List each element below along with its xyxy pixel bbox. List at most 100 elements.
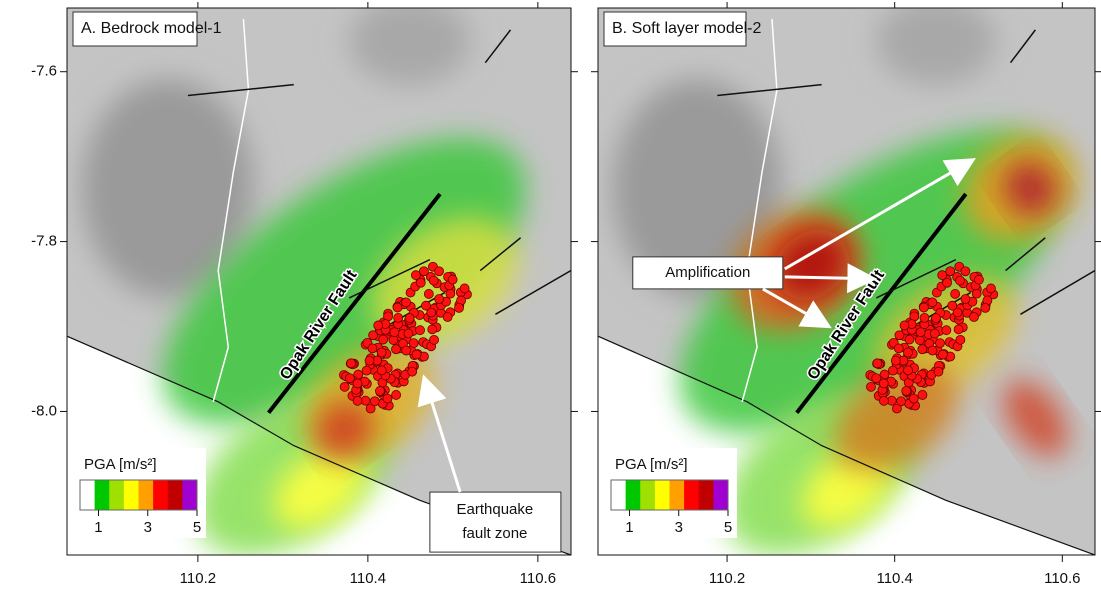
earthquake xyxy=(377,366,386,375)
earthquake xyxy=(394,313,403,322)
earthquake xyxy=(931,314,940,323)
earthquake xyxy=(946,267,955,276)
legend-title: PGA [m/s²] xyxy=(615,456,688,473)
earthquake xyxy=(340,382,349,391)
earthquake xyxy=(448,275,457,284)
earthquake xyxy=(956,276,965,285)
earthquake xyxy=(430,335,439,344)
earthquake xyxy=(375,386,384,395)
color-swatch xyxy=(626,480,641,510)
earthquake xyxy=(879,396,888,405)
earthquake xyxy=(956,335,965,344)
earthquake xyxy=(951,289,960,298)
color-swatch xyxy=(124,480,139,510)
color-swatch xyxy=(655,480,670,510)
arrow xyxy=(785,277,872,279)
color-swatch xyxy=(153,480,168,510)
earthquake xyxy=(416,326,425,335)
earthquake xyxy=(866,382,875,391)
x-tick-label: 110.2 xyxy=(709,570,745,587)
annotation-text: fault zone xyxy=(462,525,527,542)
earthquake xyxy=(411,271,420,280)
color-swatch xyxy=(168,480,183,510)
x-tick-label: 110.2 xyxy=(180,570,216,587)
earthquake xyxy=(873,359,882,368)
earthquake xyxy=(404,329,413,338)
legend-title: PGA [m/s²] xyxy=(84,456,157,473)
x-tick-label: 110.4 xyxy=(876,570,912,587)
earthquake xyxy=(919,303,928,312)
earthquake xyxy=(353,396,362,405)
earthquake xyxy=(412,350,421,359)
earthquake xyxy=(402,346,411,355)
earthquake xyxy=(419,267,428,276)
earthquake xyxy=(402,298,411,307)
map-figure: Opak River FaultEarthquakefault zoneA. B… xyxy=(0,0,1101,600)
earthquake xyxy=(904,348,913,357)
annotation-text: Amplification xyxy=(665,264,750,281)
earthquake xyxy=(392,390,401,399)
earthquake xyxy=(383,394,392,403)
color-swatch xyxy=(95,480,110,510)
earthquake xyxy=(938,271,947,280)
earthquake xyxy=(368,344,377,353)
earthquake xyxy=(370,397,379,406)
volcano xyxy=(876,0,995,85)
earthquake xyxy=(961,267,970,276)
earthquake xyxy=(936,339,945,348)
earthquake xyxy=(390,328,399,337)
color-swatch xyxy=(713,480,728,510)
earthquake xyxy=(421,301,430,310)
earthquake xyxy=(374,321,383,330)
x-tick-label: 110.6 xyxy=(520,570,556,587)
earthquake xyxy=(961,294,970,303)
earthquake xyxy=(897,397,906,406)
earthquake xyxy=(969,312,978,321)
earthquake xyxy=(408,367,417,376)
annotation-text: Earthquake xyxy=(457,501,534,518)
color-swatch xyxy=(109,480,124,510)
volcano xyxy=(349,0,470,85)
earthquake xyxy=(934,367,943,376)
earthquake xyxy=(916,328,925,337)
earthquake xyxy=(879,379,888,388)
panel-title: B. Soft layer model-2 xyxy=(612,20,762,37)
earthquake xyxy=(888,366,897,375)
earthquake xyxy=(353,379,362,388)
earthquake xyxy=(938,350,947,359)
earthquake xyxy=(918,390,927,399)
earthquake xyxy=(900,321,909,330)
earthquake xyxy=(455,303,464,312)
earthquake xyxy=(377,348,386,357)
earthquake xyxy=(942,326,951,335)
legend-tick-label: 5 xyxy=(724,519,732,536)
earthquake xyxy=(379,335,388,344)
y-tick-label: -7.8 xyxy=(31,233,57,250)
legend-tick-label: 5 xyxy=(193,519,201,536)
color-swatch xyxy=(182,480,197,510)
legend-tick-label: 1 xyxy=(94,519,102,536)
earthquake xyxy=(954,325,963,334)
color-swatch xyxy=(611,480,626,510)
color-swatch xyxy=(139,480,154,510)
earthquake xyxy=(435,267,444,276)
earthquake xyxy=(891,356,900,365)
earthquake xyxy=(424,289,433,298)
earthquake xyxy=(347,359,356,368)
color-swatch xyxy=(80,480,95,510)
earthquake xyxy=(365,356,374,365)
earthquake xyxy=(902,386,911,395)
color-swatch xyxy=(640,480,655,510)
earthquake xyxy=(429,276,438,285)
color-swatch xyxy=(699,480,714,510)
earthquake xyxy=(981,303,990,312)
earthquake xyxy=(435,294,444,303)
earthquake xyxy=(928,298,937,307)
earthquake xyxy=(443,312,452,321)
earthquake xyxy=(948,301,957,310)
earthquake xyxy=(460,284,469,293)
x-tick-label: 110.6 xyxy=(1044,570,1080,587)
color-swatch xyxy=(684,480,699,510)
earthquake xyxy=(974,275,983,284)
y-tick-label: -8.0 xyxy=(31,402,57,419)
